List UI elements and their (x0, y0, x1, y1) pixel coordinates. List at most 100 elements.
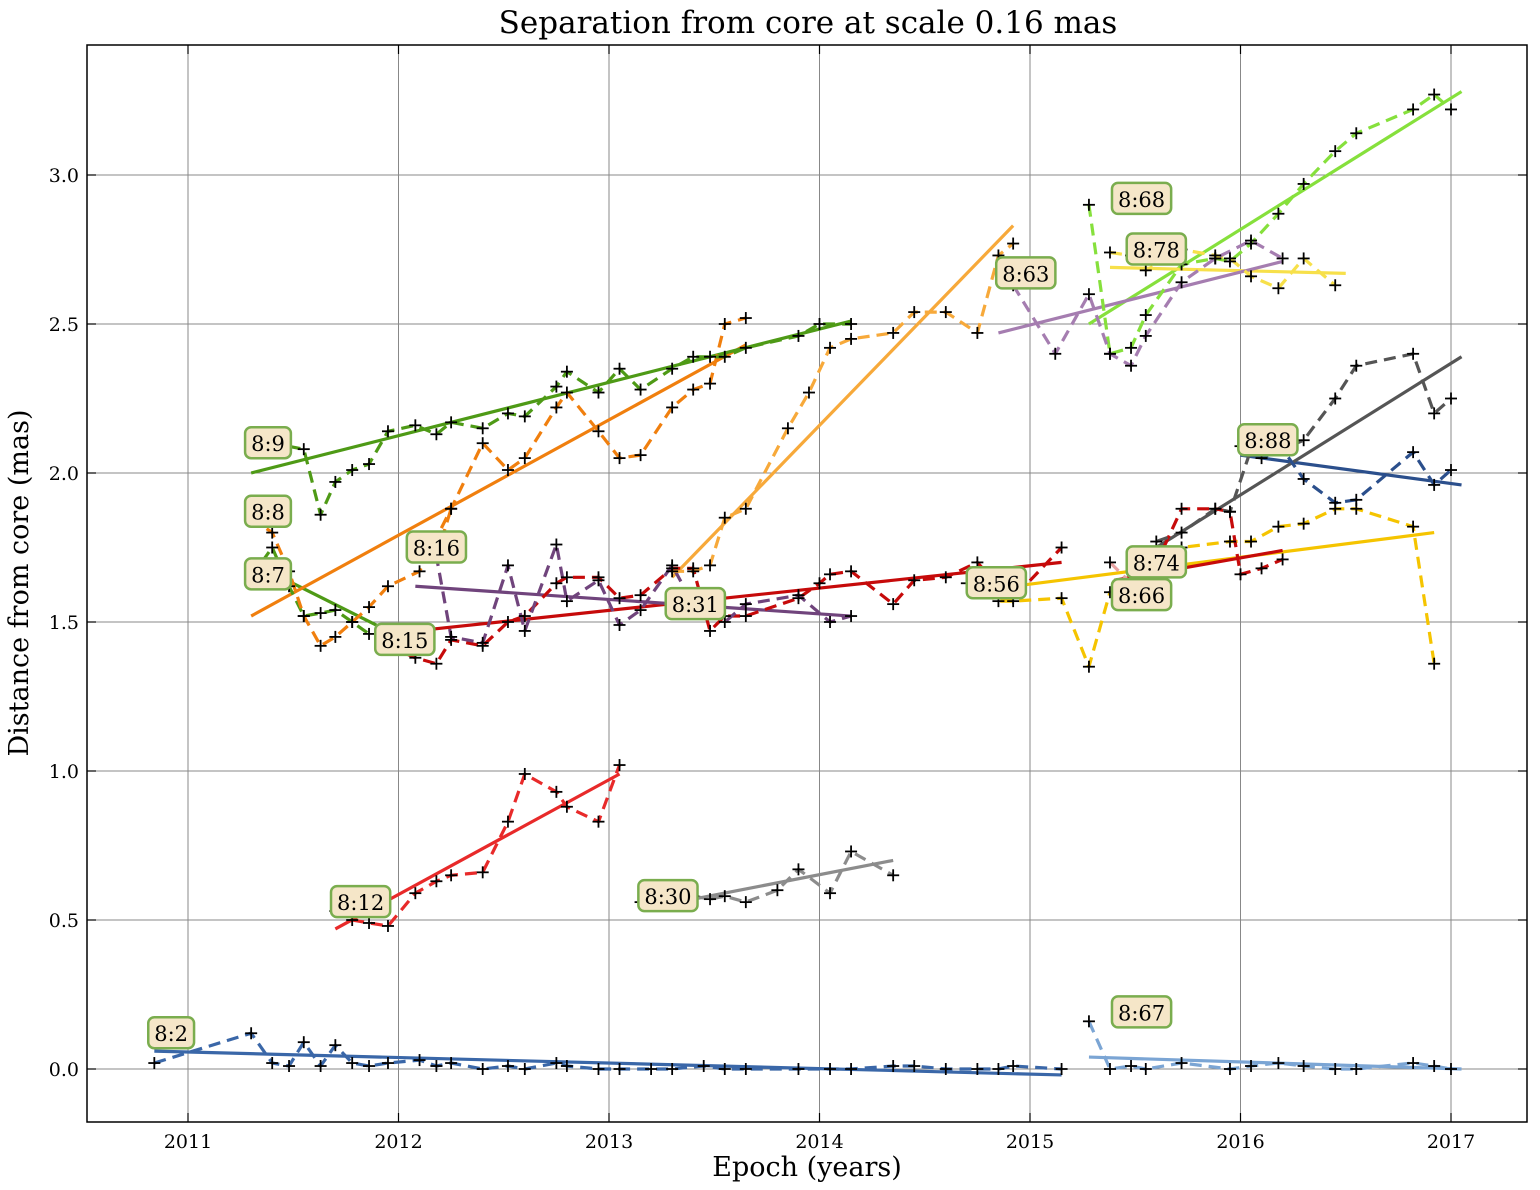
data-point (845, 1063, 858, 1075)
data-point (1082, 660, 1095, 673)
component-label: 8:66 (1110, 577, 1173, 612)
y-tick-label: 2.5 (49, 314, 79, 336)
data-point (1428, 407, 1441, 420)
data-point (550, 577, 563, 590)
data-point (1350, 127, 1363, 140)
data-point (501, 559, 514, 572)
x-tick-label: 2013 (585, 1131, 633, 1153)
data-point (666, 565, 679, 578)
data-point (501, 1060, 514, 1073)
data-point (409, 887, 422, 900)
data-point (1428, 657, 1441, 670)
data-series-line (250, 316, 747, 648)
data-point (687, 565, 700, 578)
data-point (445, 630, 458, 643)
data-point (739, 1063, 752, 1075)
data-point (1272, 282, 1285, 295)
svg-text:8:66: 8:66 (1118, 584, 1165, 608)
fit-line (998, 259, 1283, 335)
data-point (718, 890, 731, 903)
data-point (613, 1063, 626, 1075)
data-point (1272, 1057, 1285, 1070)
data-point (1103, 246, 1116, 259)
component-label: 8:88 (1237, 422, 1299, 457)
data-point (634, 383, 647, 396)
fit-line (154, 1049, 1062, 1077)
data-point (781, 422, 794, 435)
svg-text:8:12: 8:12 (337, 891, 384, 915)
data-point (1445, 464, 1457, 477)
data-point (971, 1063, 984, 1075)
data-series-line (672, 242, 1015, 573)
data-point (792, 329, 805, 342)
data-point (739, 896, 752, 909)
svg-text:8:88: 8:88 (1244, 429, 1291, 453)
data-point (992, 1063, 1005, 1075)
data-point (666, 401, 679, 414)
data-point (887, 598, 900, 611)
data-point (887, 869, 900, 882)
data-point (430, 657, 443, 670)
data-point (329, 630, 342, 643)
data-point (845, 610, 858, 623)
data-point (771, 884, 784, 897)
y-tick-label: 1.5 (49, 612, 79, 634)
data-point (634, 449, 647, 462)
data-point (1245, 1060, 1258, 1073)
component-labels: 8:2 8:7 8:8 8:9 8:12 8:15 8:16 8:30 8:31 8:56 8:63… (147, 181, 1299, 1050)
data-point (297, 610, 310, 623)
svg-text:8:8: 8:8 (251, 501, 285, 525)
data-point (550, 1057, 563, 1070)
fit-lines (154, 90, 1463, 1077)
data-point (718, 350, 731, 363)
data-point (297, 1036, 310, 1049)
data-point (550, 401, 563, 414)
grid (87, 45, 1527, 1122)
data-point (908, 574, 921, 587)
component-label: 8:2 (147, 1015, 196, 1050)
svg-text:8:56: 8:56 (973, 572, 1020, 596)
data-point (1428, 88, 1441, 101)
svg-text:8:2: 8:2 (154, 1022, 188, 1046)
data-point (845, 318, 858, 330)
data-point (363, 458, 376, 471)
data-point (908, 1060, 921, 1073)
data-point (476, 1063, 489, 1075)
data-point (363, 627, 376, 640)
fit-line (1088, 90, 1463, 326)
data-point (1125, 359, 1138, 372)
data-point (314, 1060, 327, 1073)
data-point (1007, 1060, 1020, 1073)
fit-line (671, 224, 1015, 579)
data-point (1223, 252, 1236, 265)
data-point (266, 1057, 279, 1070)
data-point (704, 350, 717, 363)
data-point (363, 916, 376, 929)
data-point (430, 875, 443, 888)
data-point (1103, 556, 1116, 569)
fit-line (966, 531, 1435, 594)
data-point (939, 571, 952, 584)
data-point (1297, 517, 1310, 530)
data-point (1223, 505, 1236, 518)
component-label: 8:74 (1125, 545, 1188, 579)
data-point (430, 1060, 443, 1073)
fit-line (250, 343, 747, 618)
data-point (1297, 177, 1310, 190)
data-point (476, 866, 489, 879)
data-point (329, 475, 342, 488)
data-series-line (1011, 239, 1284, 368)
data-point (501, 616, 514, 628)
component-label: 8:56 (965, 566, 1028, 600)
data-point (1139, 329, 1152, 342)
data-point (1329, 145, 1342, 158)
data-point (697, 1060, 710, 1073)
data-point (518, 1063, 531, 1075)
data-point (887, 326, 900, 339)
data-point (518, 410, 531, 423)
data-point (687, 383, 700, 396)
component-label: 8:68 (1110, 181, 1173, 216)
data-point (1139, 264, 1152, 277)
data-point (381, 580, 394, 593)
data-point (266, 526, 279, 539)
